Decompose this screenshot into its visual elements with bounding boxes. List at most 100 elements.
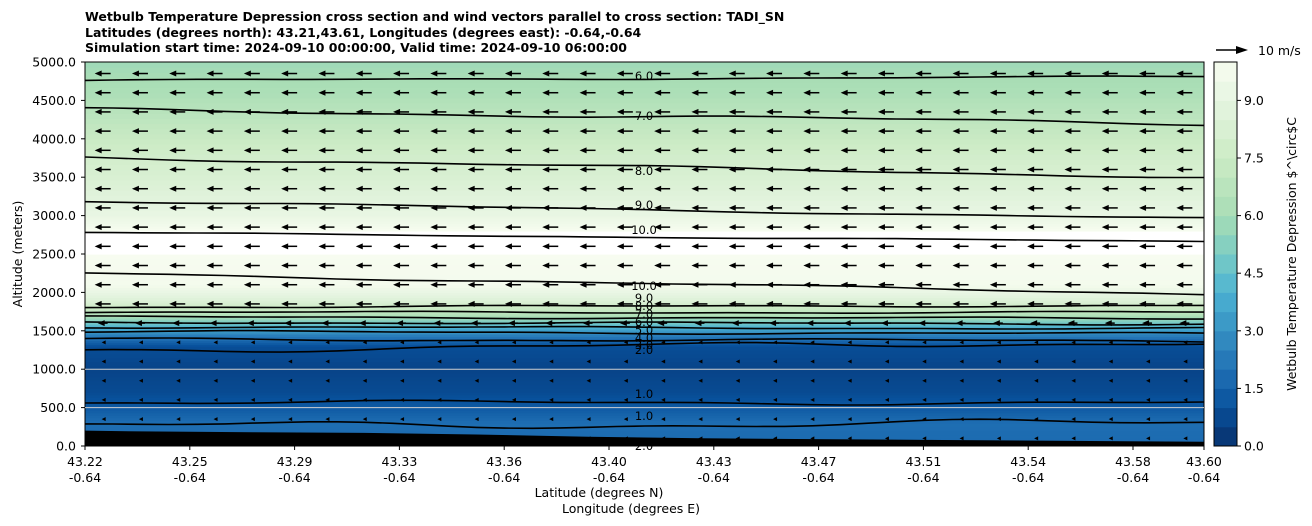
depression-band (85, 159, 1204, 165)
wind-vector (766, 262, 783, 269)
wind-vector (549, 397, 554, 402)
depression-band (85, 405, 1204, 409)
wind-vector (243, 70, 260, 77)
wind-vector (877, 166, 894, 173)
wind-vector (840, 70, 857, 77)
title-line-1: Wetbulb Temperature Depression cross sec… (85, 9, 785, 24)
wind-vector (1071, 397, 1076, 402)
contour-label: 9.0 (635, 198, 653, 212)
wind-vector (586, 378, 591, 383)
wind-vector (542, 147, 559, 154)
wind-vector (952, 204, 969, 211)
wind-vector (691, 224, 708, 231)
wind-vector (1101, 89, 1118, 96)
depression-band (85, 87, 1204, 94)
colorbar: 0.0 1.5 3.0 4.5 6.0 7.5 9.0 (1213, 61, 1264, 454)
wind-vector (728, 128, 745, 135)
wind-vector (504, 281, 521, 288)
wind-vector (206, 108, 223, 115)
wind-vector (355, 166, 372, 173)
wind-vector (400, 340, 405, 345)
depression-band (85, 190, 1204, 196)
wind-vector (731, 320, 742, 327)
wind-vector (1146, 417, 1151, 422)
wind-vector (396, 320, 407, 327)
wind-vector (691, 70, 708, 77)
wind-vector (393, 281, 410, 288)
depression-band (85, 274, 1204, 281)
wind-vector (1176, 224, 1193, 231)
wind-vector (433, 320, 444, 327)
colorbar-tick-label: 7.5 (1244, 151, 1264, 166)
title-line-3: Simulation start time: 2024-09-10 00:00:… (85, 40, 627, 55)
wind-vector (1101, 108, 1118, 115)
wind-vector (728, 204, 745, 211)
wind-vector (206, 89, 223, 96)
wind-vector (728, 108, 745, 115)
depression-band (85, 417, 1204, 421)
wind-vector (281, 262, 298, 269)
wind-vector (661, 417, 666, 422)
wind-vector (1176, 204, 1193, 211)
wind-vector (1034, 436, 1039, 441)
wind-vector (94, 70, 111, 77)
wind-vector (101, 417, 106, 422)
wind-vector (430, 70, 447, 77)
wind-vector (430, 166, 447, 173)
wind-vector (1101, 281, 1118, 288)
wind-vector (661, 340, 666, 345)
wind-vector (400, 359, 405, 364)
wind-vector (952, 281, 969, 288)
wind-vector (884, 417, 889, 422)
depression-band (85, 82, 1204, 89)
wind-vector (661, 378, 666, 383)
wind-vector (1139, 70, 1156, 77)
wind-vector (766, 89, 783, 96)
wind-vector (989, 262, 1006, 269)
wind-vector (169, 281, 186, 288)
y-tick-label: 500.0 (40, 400, 76, 415)
contour-line (85, 321, 1204, 326)
contour-line (85, 325, 1204, 330)
wind-vector (992, 320, 1003, 327)
x-tick-label: -0.64 (278, 470, 310, 485)
wind-vector (437, 397, 442, 402)
wind-vector (773, 397, 778, 402)
depression-band (85, 67, 1204, 73)
colorbar-segment (1214, 119, 1237, 140)
wind-vector (1027, 204, 1044, 211)
wind-vector (1064, 166, 1081, 173)
wind-vector (803, 70, 820, 77)
contour-line (85, 304, 1204, 309)
contour-label: 1.0 (635, 387, 653, 401)
wind-vector (430, 300, 447, 307)
y-tick-label: 2000.0 (32, 285, 76, 300)
wind-vector (803, 204, 820, 211)
wind-vector (1101, 262, 1118, 269)
wind-vector (877, 300, 894, 307)
wind-vector (810, 340, 815, 345)
wind-vector (355, 70, 372, 77)
wind-vector (250, 397, 255, 402)
wind-vector (915, 108, 932, 115)
wind-vector (766, 281, 783, 288)
wind-vector (1183, 340, 1188, 345)
wind-vector (996, 397, 1001, 402)
contour-line (85, 156, 1204, 179)
wind-vector (616, 243, 633, 250)
y-tick-label: 3000.0 (32, 208, 76, 223)
wind-vector (542, 262, 559, 269)
depression-band (85, 392, 1204, 396)
wind-vector (579, 224, 596, 231)
wind-vector (915, 185, 932, 192)
wind-vector (915, 262, 932, 269)
wind-vector (989, 108, 1006, 115)
wind-vector (803, 300, 820, 307)
wind-vector (989, 281, 1006, 288)
wind-vector (1071, 436, 1076, 441)
wind-vector (1176, 166, 1193, 173)
wind-vector (545, 320, 556, 327)
wind-vector (623, 417, 628, 422)
wind-vector (318, 70, 335, 77)
wind-vector (169, 224, 186, 231)
